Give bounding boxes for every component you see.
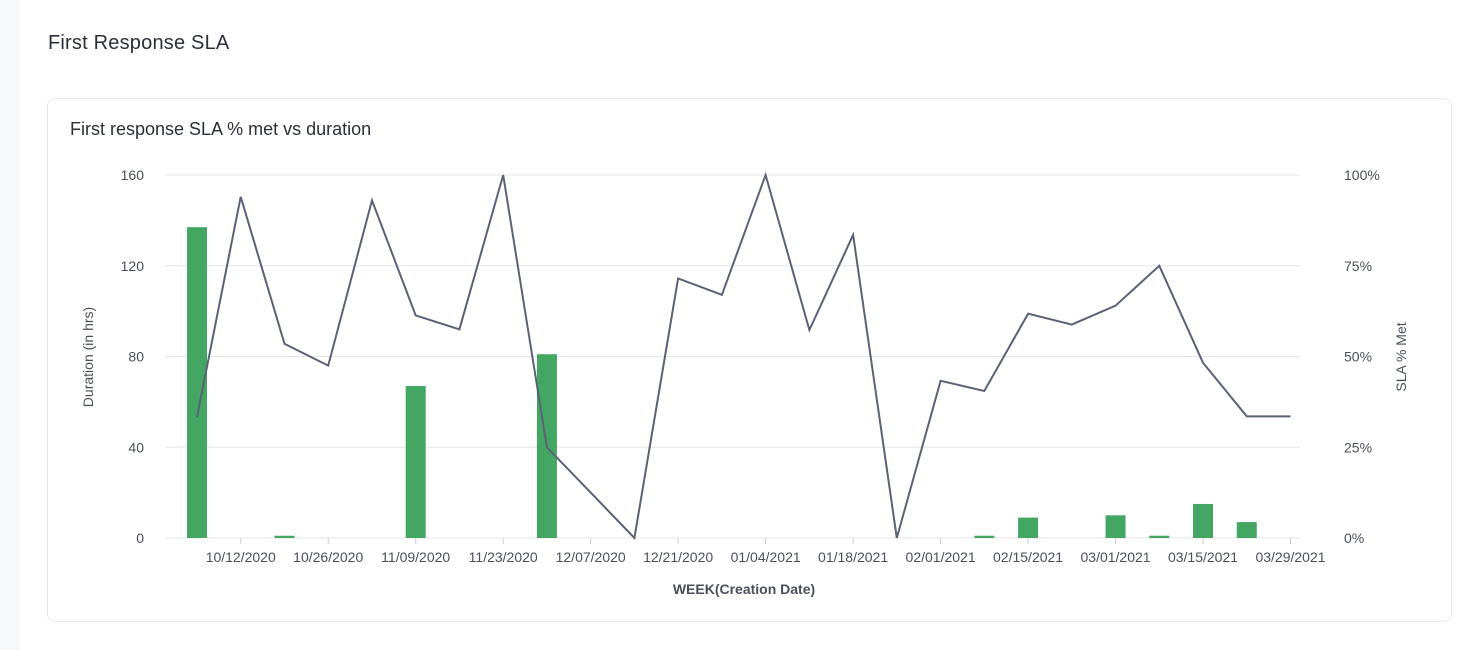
section-title: First Response SLA — [48, 32, 230, 54]
bar — [1236, 522, 1257, 538]
chart-card: First response SLA % met vs duration 0 40… — [47, 98, 1452, 622]
x-tick-label: 12/07/2020 — [556, 549, 626, 565]
x-tick-label: 01/18/2021 — [818, 549, 888, 565]
chart-title: First response SLA % met vs duration — [70, 119, 372, 139]
bar — [187, 227, 207, 538]
x-tick-label: 10/26/2020 — [293, 549, 363, 565]
x-tick-label: 03/01/2021 — [1081, 549, 1151, 565]
left-y-tick-label: 40 — [128, 439, 144, 455]
x-axis: 10/12/2020 10/26/2020 11/09/2020 11/23/2020… — [206, 538, 1326, 565]
x-tick-label: 10/12/2020 — [206, 549, 276, 565]
right-y-tick-label: 25% — [1344, 439, 1372, 455]
x-tick-label: 02/15/2021 — [993, 549, 1063, 565]
left-y-tick-label: 160 — [121, 167, 145, 183]
left-y-tick-label: 80 — [128, 349, 144, 365]
bar-series — [187, 227, 1257, 538]
x-tick-label: 03/29/2021 — [1255, 549, 1325, 565]
left-y-axis-label: Duration (in hrs) — [80, 307, 96, 407]
right-y-tick-label: 75% — [1344, 258, 1372, 274]
page-left-strip — [0, 0, 20, 650]
right-y-tick-label: 50% — [1344, 349, 1372, 365]
bar — [1193, 503, 1214, 538]
right-y-axis-label: SLA % Met — [1393, 322, 1409, 391]
left-y-tick-label: 120 — [121, 258, 145, 274]
bar — [1149, 535, 1170, 538]
bar — [274, 535, 295, 538]
right-y-tick-label: 100% — [1344, 167, 1380, 183]
x-tick-label: 02/01/2021 — [906, 549, 976, 565]
line-series — [196, 171, 1291, 541]
x-tick-label: 03/15/2021 — [1168, 549, 1238, 565]
x-tick-label: 11/23/2020 — [469, 549, 538, 565]
right-y-tick-label: 0% — [1344, 530, 1364, 546]
left-y-tick-label: 0 — [136, 530, 144, 546]
x-tick-label: 11/09/2020 — [381, 549, 450, 565]
bar — [1018, 517, 1039, 538]
bar — [974, 535, 995, 538]
x-tick-label: 01/04/2021 — [731, 549, 801, 565]
left-y-axis: 0 40 80 120 160 — [121, 167, 145, 546]
sla-line — [196, 171, 1291, 541]
bar — [1105, 515, 1126, 538]
x-axis-label: WEEK(Creation Date) — [673, 581, 815, 597]
x-tick-label: 12/21/2020 — [643, 549, 713, 565]
bar — [405, 385, 426, 538]
right-y-axis: 0% 25% 50% 75% 100% — [1344, 167, 1380, 546]
grid-lines — [165, 174, 1300, 539]
